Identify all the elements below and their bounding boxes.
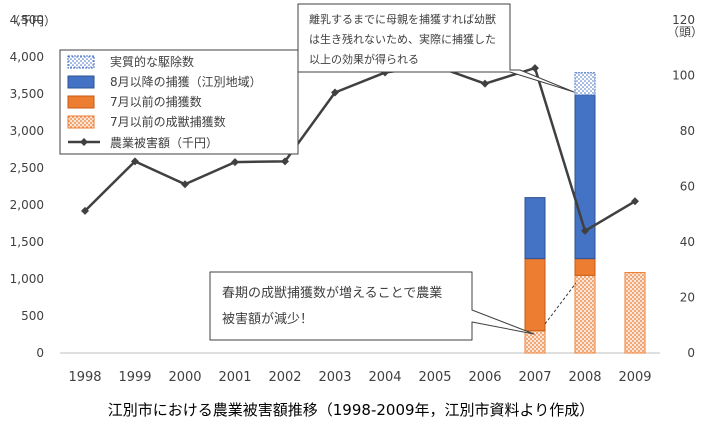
right-tick-label: 80 bbox=[680, 124, 695, 138]
bar-2008-series-0 bbox=[574, 274, 596, 354]
callout-top-line-3: 以上の効果が得られる bbox=[309, 52, 419, 66]
callout-bottom-line-1: 春期の成獣捕獲数が増えることで農業 bbox=[222, 285, 442, 301]
axis-layer: 0 500 1,000 1,500 2,000 2,500 3,000 3,500 4,000 4… bbox=[10, 13, 695, 385]
left-tick-label: 2,500 bbox=[10, 161, 44, 175]
bar-2007-series-1 bbox=[524, 258, 546, 332]
callout-bottom-shape bbox=[209, 271, 535, 341]
left-tick-label: 3,000 bbox=[10, 124, 44, 138]
x-tick-label-2001: 2001 bbox=[218, 370, 251, 385]
left-tick-label: 1,500 bbox=[10, 235, 44, 249]
legend-marker-damage bbox=[80, 138, 88, 146]
line-point-2007 bbox=[531, 64, 539, 73]
right-axis-unit: （頭） bbox=[667, 25, 702, 39]
callout-bottom: 春期の成獣捕獲数が増えることで農業 被害額が減少！ bbox=[209, 271, 535, 341]
right-tick-label: 20 bbox=[680, 291, 695, 305]
line-layer bbox=[81, 61, 639, 235]
callout-top-line-1: 離乳するまでに母親を捕獲すれば幼獣 bbox=[309, 12, 496, 26]
x-tick-label-1999: 1999 bbox=[118, 370, 151, 385]
bar-2007-series-2 bbox=[524, 197, 546, 260]
x-tick-label-2008: 2008 bbox=[568, 370, 601, 385]
callout-bottom-line-2: 被害額が減少！ bbox=[222, 311, 313, 327]
left-tick-label: 2,000 bbox=[10, 198, 44, 212]
legend-label-effective-removal: 実質的な駆除数 bbox=[110, 54, 194, 69]
x-tick-label-2005: 2005 bbox=[418, 370, 451, 385]
left-tick-label: 1,000 bbox=[10, 272, 44, 286]
x-tick-label-2000: 2000 bbox=[168, 370, 201, 385]
line-point-2003 bbox=[331, 88, 339, 97]
line-point-2000 bbox=[181, 180, 189, 189]
left-tick-label: 4,500 bbox=[10, 13, 44, 27]
line-point-2006 bbox=[481, 79, 489, 88]
x-tick-label-2007: 2007 bbox=[518, 370, 551, 385]
legend-swatch-effective-removal bbox=[67, 55, 95, 69]
x-tick-label-2009: 2009 bbox=[618, 370, 651, 385]
bar-2009-series-0 bbox=[624, 272, 646, 354]
x-tick-label-2004: 2004 bbox=[368, 370, 401, 385]
x-tick-label-1998: 1998 bbox=[68, 370, 101, 385]
bars-layer bbox=[524, 72, 646, 354]
x-tick-label-2006: 2006 bbox=[468, 370, 501, 385]
line-point-2001 bbox=[231, 158, 239, 167]
legend-swatch-after-august bbox=[67, 75, 95, 89]
right-tick-label: 0 bbox=[687, 346, 695, 360]
left-tick-label: 3,500 bbox=[10, 87, 44, 101]
legend-label-adult-before-july: 7月以前の成獣捕獲数 bbox=[110, 114, 226, 129]
left-tick-label: 500 bbox=[21, 309, 44, 323]
legend-label-damage: 農業被害額（千円） bbox=[110, 135, 218, 150]
line-point-2008 bbox=[581, 226, 589, 235]
x-tick-label-2003: 2003 bbox=[318, 370, 351, 385]
line-point-1999 bbox=[131, 157, 139, 166]
legend-label-after-august: 8月以降の捕獲（江別地域） bbox=[110, 74, 262, 89]
left-axis-unit: （千円） bbox=[8, 14, 56, 28]
bar-2007-series-0 bbox=[524, 330, 546, 354]
bar-2008-series-1 bbox=[574, 258, 596, 276]
x-tick-label-2002: 2002 bbox=[268, 370, 301, 385]
bar-2008-series-3 bbox=[574, 72, 596, 96]
right-tick-label: 60 bbox=[680, 180, 695, 194]
line-damage bbox=[84, 64, 636, 233]
legend-box bbox=[59, 49, 299, 155]
callout-top: 離乳するまでに母親を捕獲すれば幼獣 は生き残れないため、実際に捕獲した 以上の効… bbox=[297, 3, 575, 93]
chart-caption: 江別市における農業被害額推移（1998-2009年，江別市資料より作成） bbox=[108, 401, 594, 419]
callout-top-line-2: は生き残れないため、実際に捕獲した bbox=[309, 32, 496, 46]
line-point-2002 bbox=[281, 157, 289, 166]
left-tick-label: 4,000 bbox=[10, 50, 44, 64]
callout-top-shape bbox=[297, 3, 575, 93]
right-tick-label: 40 bbox=[680, 235, 695, 249]
right-tick-label: 120 bbox=[672, 13, 695, 27]
legend-swatch-before-july bbox=[67, 95, 95, 109]
legend-label-before-july: 7月以前の捕獲数 bbox=[110, 94, 202, 109]
line-point-1998 bbox=[81, 206, 89, 215]
dashed-guide bbox=[544, 282, 577, 325]
legend-swatch-adult-before-july bbox=[67, 115, 95, 129]
left-tick-label: 0 bbox=[36, 346, 44, 360]
legend: 実質的な駆除数 8月以降の捕獲（江別地域） 7月以前の捕獲数 7月以前の成獣捕獲… bbox=[59, 49, 299, 155]
right-tick-label: 100 bbox=[672, 69, 695, 83]
line-point-2009 bbox=[631, 197, 639, 206]
